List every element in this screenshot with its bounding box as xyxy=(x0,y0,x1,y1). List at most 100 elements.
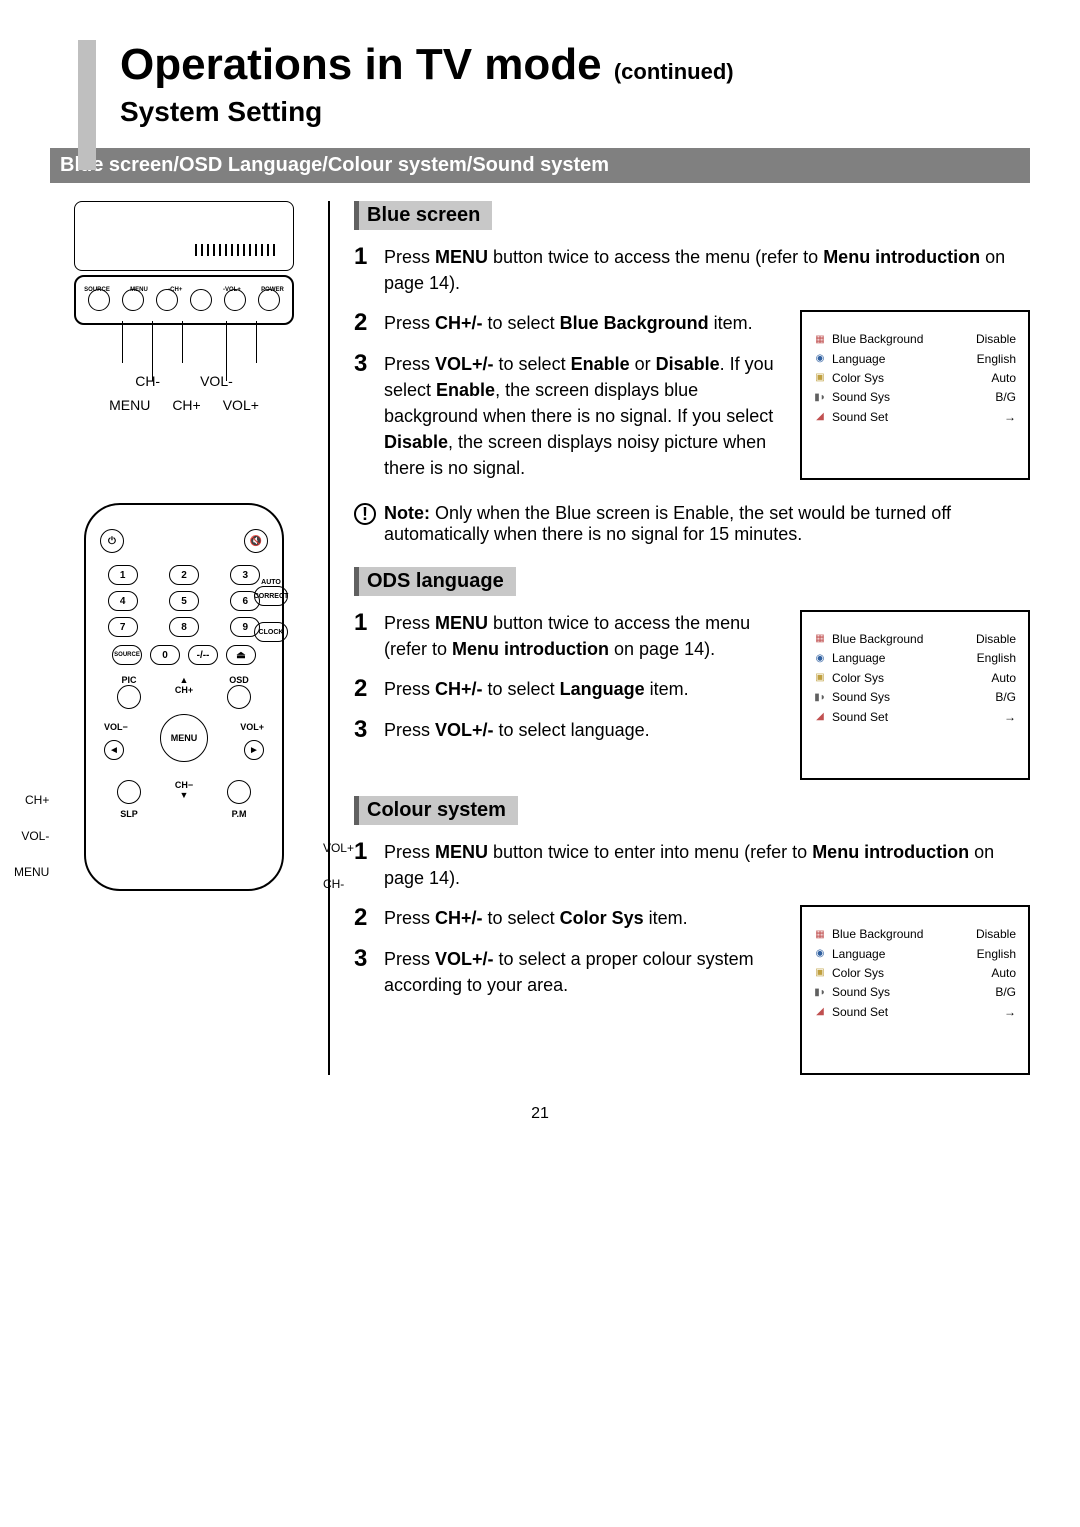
osd-label: Color Sys xyxy=(832,670,985,687)
left-arrow-icon: ◄ xyxy=(104,740,124,760)
numpad: 1 2 3 4 5 6 7 8 9 xyxy=(100,565,268,637)
colour-system-header: Colour system xyxy=(354,796,518,825)
step: 1 Press MENU button twice to enter into … xyxy=(354,839,1030,891)
title-continued: (continued) xyxy=(614,59,734,84)
page-title: Operations in TV mode (continued) xyxy=(120,40,1030,90)
osd-label: Blue Background xyxy=(832,926,970,943)
step-text: Press CH+/- to select Blue Background it… xyxy=(384,310,784,336)
callout-vol-plus: VOL+ xyxy=(223,397,259,413)
osd-value: Disable xyxy=(976,926,1016,943)
title-sidebar xyxy=(78,40,96,170)
pic-btn xyxy=(117,685,141,709)
osd-label: Sound Set xyxy=(832,709,998,726)
osd-value: English xyxy=(977,946,1016,963)
osd-icon: ▮◗ xyxy=(814,692,826,704)
callout: MENU xyxy=(14,865,49,879)
page-subtitle: System Setting xyxy=(120,96,1030,128)
panel-btn xyxy=(156,289,178,311)
menu-btn: MENU xyxy=(160,714,208,762)
callout: VOL- xyxy=(21,829,49,843)
osd-value: Auto xyxy=(991,965,1016,982)
osd-label: Sound Set xyxy=(832,409,998,426)
panel-btn xyxy=(122,289,144,311)
ods-language-header: ODS language xyxy=(354,567,516,596)
osd-icon: ◢ xyxy=(814,711,826,723)
ch-plus-label: ▲CH+ xyxy=(175,675,193,695)
osd-row: ◢Sound Set→ xyxy=(814,408,1016,427)
zero-btn: 0 xyxy=(150,645,180,665)
callout-lines xyxy=(74,321,294,369)
menu-dpad: MENU ◄ ► xyxy=(100,714,268,786)
osd-row: ◉LanguageEnglish xyxy=(814,350,1016,369)
osd-label: Sound Sys xyxy=(832,389,989,406)
osd-row: ◉LanguageEnglish xyxy=(814,945,1016,964)
osd-row: ◢ Sound Set → xyxy=(814,708,1016,727)
osd-row: ▮◗Sound SysB/G xyxy=(814,388,1016,407)
power-icon: ⏻ xyxy=(100,529,124,553)
title-block: Operations in TV mode (continued) System… xyxy=(120,40,1030,128)
osd-label: Color Sys xyxy=(832,965,985,982)
step: 3 Press VOL+/- to select Enable or Disab… xyxy=(354,351,784,481)
osd-value: → xyxy=(1004,709,1016,726)
osd-row: ▣Color SysAuto xyxy=(814,669,1016,688)
osd-label: Color Sys xyxy=(832,370,985,387)
osd-icon: ▣ xyxy=(814,673,826,685)
right-arrow-icon: ► xyxy=(244,740,264,760)
tv-body-outline xyxy=(74,201,294,271)
step: 1 Press MENU button twice to access the … xyxy=(354,610,784,662)
tv-control-panel xyxy=(74,275,294,325)
num-btn: 5 xyxy=(169,591,199,611)
osd-row: ▦Blue BackgroundDisable xyxy=(814,630,1016,649)
step-text: Press VOL+/- to select Enable or Disable… xyxy=(384,351,784,481)
step-text: Press MENU button twice to access the me… xyxy=(384,610,784,662)
osd-value: B/G xyxy=(995,689,1016,706)
osd-row: ▣Color SysAuto xyxy=(814,369,1016,388)
osd-row: ▦Blue BackgroundDisable xyxy=(814,925,1016,944)
num-btn: 4 xyxy=(108,591,138,611)
tv-diagram: SOURCE MENU -CH+ -VOL+ POWER CH- VOL- ME… xyxy=(50,201,318,413)
osd-value: English xyxy=(977,650,1016,667)
callout: CH+ xyxy=(25,793,49,807)
remote-wrap: ⏻ 🔇 1 2 3 4 5 6 7 8 9 SOURCE 0 -/-- ⏏ xyxy=(50,503,318,891)
remote-side-buttons: AUTOCORRECT CLOCK xyxy=(254,579,288,642)
osd-row: ◢Sound Set→ xyxy=(814,1003,1016,1022)
step: 3 Press VOL+/- to select language. xyxy=(354,717,784,743)
osd-icon: ◉ xyxy=(814,653,826,665)
osd-row: ▮◗Sound SysB/G xyxy=(814,983,1016,1002)
osd-label: Sound Set xyxy=(832,1004,998,1021)
osd-label: Sound Sys xyxy=(832,984,989,1001)
panel-btn xyxy=(190,289,212,311)
osd-value: Disable xyxy=(976,331,1016,348)
panel-btn xyxy=(88,289,110,311)
tv-callout-row1: CH- VOL- xyxy=(50,373,318,389)
osd-value: Auto xyxy=(991,370,1016,387)
panel-btn xyxy=(258,289,280,311)
osd-row: ▮◗ Sound Sys B/G xyxy=(814,688,1016,707)
callout: VOL+ xyxy=(323,841,354,855)
step: 2 Press CH+/- to select Language item. xyxy=(354,676,784,702)
blue-screen-header: Blue screen xyxy=(354,201,492,230)
remote-callouts-right: VOL+ CH- xyxy=(323,841,354,891)
step-number: 2 xyxy=(354,905,374,931)
step: 3 Press VOL+/- to select a proper colour… xyxy=(354,946,784,998)
num-btn: 1 xyxy=(108,565,138,585)
dash-btn: -/-- xyxy=(188,645,218,665)
step: 2 Press CH+/- to select Color Sys item. xyxy=(354,905,784,931)
step-text: Press VOL+/- to select language. xyxy=(384,717,784,743)
osd-value: → xyxy=(1004,1004,1016,1021)
autocorrect-btn: CORRECT xyxy=(254,586,288,606)
step-number: 3 xyxy=(354,946,374,998)
note: ! Note: Only when the Blue screen is Ena… xyxy=(354,503,1030,545)
step-number: 3 xyxy=(354,351,374,481)
note-icon: ! xyxy=(354,503,376,525)
mute-icon: 🔇 xyxy=(244,529,268,553)
step-number: 3 xyxy=(354,717,374,743)
osd-menu-box: ▦Blue BackgroundDisable◉LanguageEnglish▣… xyxy=(800,610,1030,780)
osd-label: Sound Sys xyxy=(832,689,989,706)
osd-row: ▣Color SysAuto xyxy=(814,964,1016,983)
osd-label: Blue Background xyxy=(832,331,970,348)
num-btn: 2 xyxy=(169,565,199,585)
remote-diagram: ⏻ 🔇 1 2 3 4 5 6 7 8 9 SOURCE 0 -/-- ⏏ xyxy=(84,503,284,891)
osd-value: → xyxy=(1004,409,1016,426)
osd-icon: ▮◗ xyxy=(814,987,826,999)
